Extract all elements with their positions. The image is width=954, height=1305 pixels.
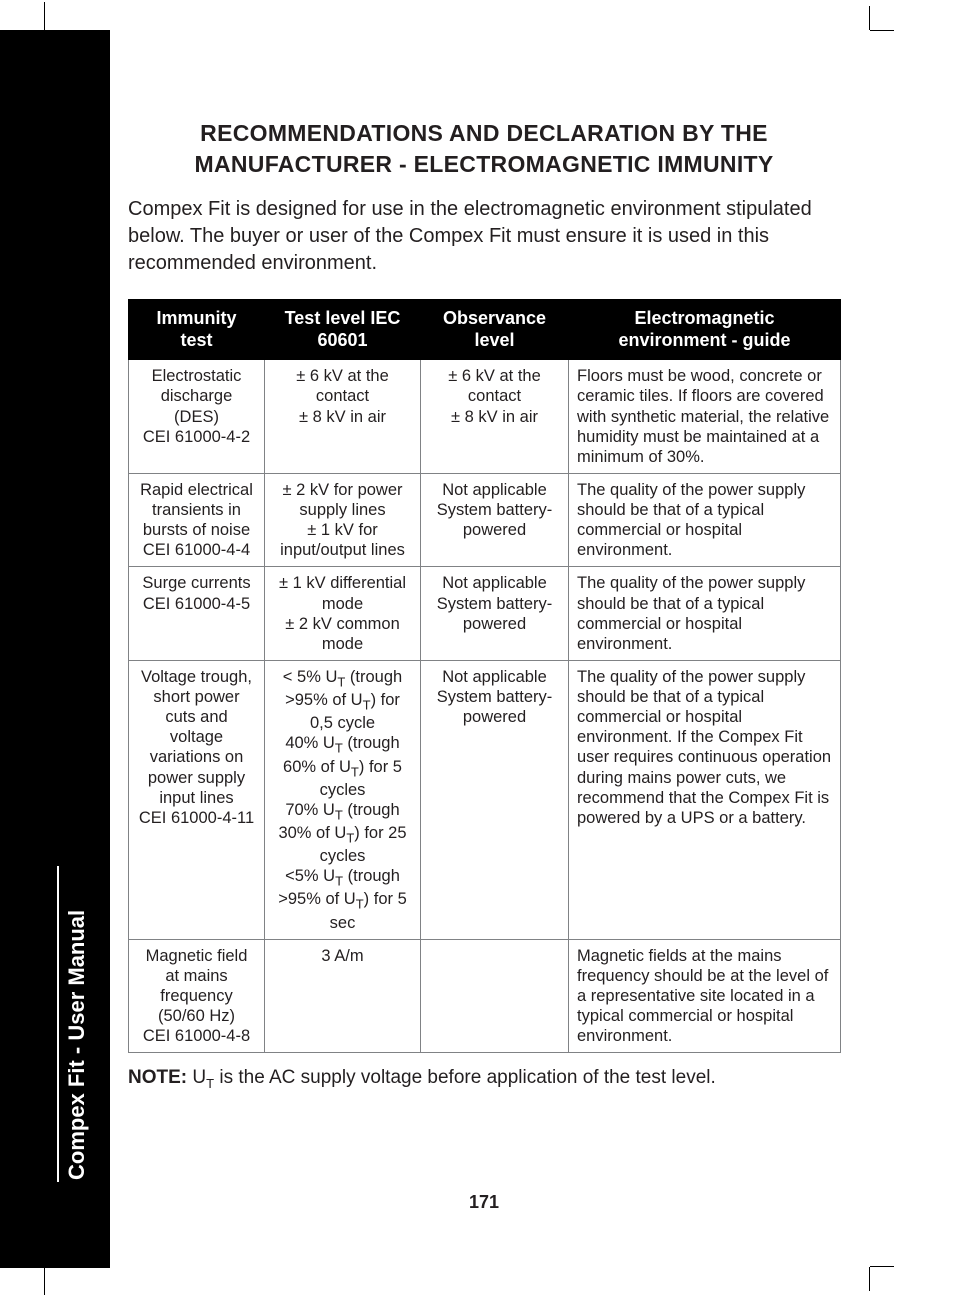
- cell-test-level: ± 1 kV differential mode± 2 kV common mo…: [265, 567, 421, 661]
- table-row: Voltage trough, short power cuts and vol…: [129, 660, 841, 939]
- cell-immunity-test: Magnetic field at mains frequency (50/60…: [129, 939, 265, 1053]
- cell-observance: Not applicableSystem battery-powered: [421, 473, 569, 567]
- cell-environment: Floors must be wood, concrete or ceramic…: [569, 360, 841, 474]
- cell-immunity-test: Electrostatic discharge (DES)CEI 61000-4…: [129, 360, 265, 474]
- cell-observance: ± 6 kV at the contact± 8 kV in air: [421, 360, 569, 474]
- cell-test-level: < 5% UT (trough >95% of UT) for 0,5 cycl…: [265, 660, 421, 939]
- cell-test-level: ± 2 kV for power supply lines± 1 kV for …: [265, 473, 421, 567]
- crop-mark: [44, 1267, 45, 1295]
- table-body: Electrostatic discharge (DES)CEI 61000-4…: [129, 360, 841, 1053]
- note-text: UT is the AC supply voltage before appli…: [192, 1067, 715, 1088]
- title-line-2: MANUFACTURER - ELECTROMAGNETIC IMMUNITY: [195, 151, 774, 177]
- crop-mark: [870, 30, 894, 31]
- crop-mark: [869, 1267, 870, 1291]
- page-title: RECOMMENDATIONS AND DECLARATION BY THE M…: [128, 118, 840, 180]
- th-environment: Electromagneticenvironment - guide: [569, 300, 841, 360]
- th-immunity-test: Immunitytest: [129, 300, 265, 360]
- manual-label-underline: [57, 866, 59, 1182]
- content-area: RECOMMENDATIONS AND DECLARATION BY THE M…: [128, 118, 840, 1091]
- language-code: EN: [62, 382, 96, 410]
- table-row: Rapid electrical transients in bursts of…: [129, 473, 841, 567]
- title-line-1: RECOMMENDATIONS AND DECLARATION BY THE: [200, 120, 768, 146]
- cell-environment: The quality of the power supply should b…: [569, 567, 841, 661]
- sidebar-black: [0, 30, 110, 1268]
- th-test-level: Test level IEC60601: [265, 300, 421, 360]
- intro-paragraph: Compex Fit is designed for use in the el…: [128, 196, 840, 277]
- page-number: 171: [128, 1192, 840, 1213]
- note-line: NOTE: UT is the AC supply voltage before…: [128, 1067, 840, 1091]
- note-label: NOTE:: [128, 1067, 187, 1088]
- cell-environment: The quality of the power supply should b…: [569, 660, 841, 939]
- cell-observance: [421, 939, 569, 1053]
- cell-observance: Not applicableSystem battery-powered: [421, 660, 569, 939]
- cell-observance: Not applicableSystem battery-powered: [421, 567, 569, 661]
- crop-mark: [869, 6, 870, 30]
- table-row: Surge currentsCEI 61000-4-5± 1 kV differ…: [129, 567, 841, 661]
- manual-label: Compex Fit - User Manual: [64, 910, 90, 1180]
- cell-immunity-test: Surge currentsCEI 61000-4-5: [129, 567, 265, 661]
- table-header-row: Immunitytest Test level IEC60601 Observa…: [129, 300, 841, 360]
- crop-mark: [870, 1266, 894, 1267]
- th-observance: Observancelevel: [421, 300, 569, 360]
- cell-environment: Magnetic fields at the mains frequency s…: [569, 939, 841, 1053]
- cell-immunity-test: Voltage trough, short power cuts and vol…: [129, 660, 265, 939]
- cell-environment: The quality of the power supply should b…: [569, 473, 841, 567]
- cell-test-level: ± 6 kV at the contact± 8 kV in air: [265, 360, 421, 474]
- crop-mark: [44, 2, 45, 30]
- cell-test-level: 3 A/m: [265, 939, 421, 1053]
- table-row: Electrostatic discharge (DES)CEI 61000-4…: [129, 360, 841, 474]
- immunity-table: Immunitytest Test level IEC60601 Observa…: [128, 299, 841, 1053]
- table-row: Magnetic field at mains frequency (50/60…: [129, 939, 841, 1053]
- cell-immunity-test: Rapid electrical transients in bursts of…: [129, 473, 265, 567]
